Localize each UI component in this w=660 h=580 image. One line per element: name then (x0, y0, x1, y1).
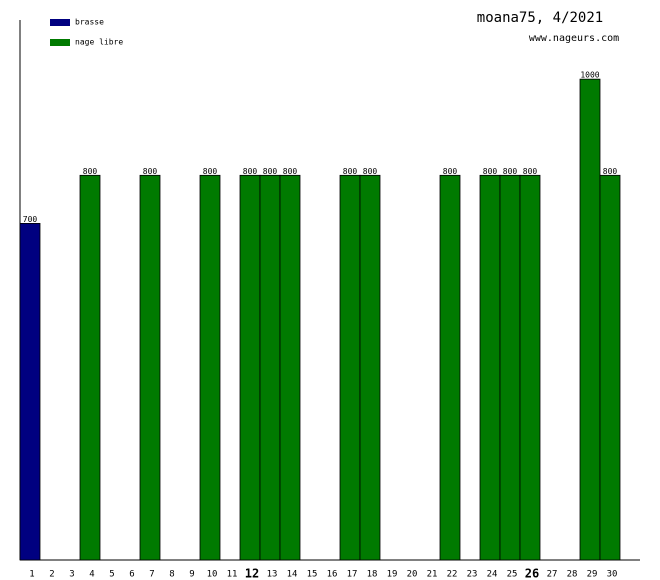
x-tick-label: 25 (507, 570, 518, 580)
value-label: 1000 (580, 71, 599, 80)
value-label: 800 (283, 167, 298, 176)
x-tick-label: 17 (347, 570, 358, 580)
x-tick-label: 15 (307, 570, 318, 580)
legend-swatch (50, 39, 70, 46)
bar (279, 174, 301, 561)
x-tick-label: 1 (29, 570, 34, 580)
value-label: 800 (503, 167, 518, 176)
x-tick-label: 24 (487, 570, 498, 580)
bar (579, 78, 601, 561)
bar (199, 174, 221, 561)
value-label: 800 (263, 167, 278, 176)
value-label: 800 (483, 167, 498, 176)
bar (359, 174, 381, 561)
x-tick-label: 29 (587, 570, 598, 580)
bar (79, 174, 101, 561)
x-tick-label: 18 (367, 570, 378, 580)
x-tick-label: 11 (227, 570, 238, 580)
legend-swatch (50, 19, 70, 26)
x-tick-label: 19 (387, 570, 398, 580)
value-label: 800 (143, 167, 158, 176)
value-label: 700 (23, 215, 38, 224)
legend-label: brasse (75, 18, 104, 27)
x-tick-label: 30 (607, 570, 618, 580)
x-tick-label: 5 (109, 570, 114, 580)
x-tick-label: 21 (427, 570, 438, 580)
x-tick-label: 6 (129, 570, 134, 580)
x-tick-label: 13 (267, 570, 278, 580)
bar (339, 174, 361, 561)
value-label: 800 (523, 167, 538, 176)
x-tick-label: 22 (447, 570, 458, 580)
bar (439, 174, 461, 561)
value-label: 800 (363, 167, 378, 176)
x-tick-label: 28 (567, 570, 578, 580)
bar (139, 174, 161, 561)
x-tick-label: 23 (467, 570, 478, 580)
bar (599, 174, 621, 561)
x-tick-label: 2 (49, 570, 54, 580)
chart-title: moana75, 4/2021 (477, 10, 603, 26)
value-label: 800 (603, 167, 618, 176)
value-label: 800 (83, 167, 98, 176)
x-tick-label: 20 (407, 570, 418, 580)
bar (479, 174, 501, 561)
value-label: 800 (343, 167, 358, 176)
x-tick-label: 12 (245, 567, 259, 580)
x-tick-label: 27 (547, 570, 558, 580)
legend-label: nage libre (75, 38, 123, 47)
bar (259, 174, 281, 561)
x-tick-label: 10 (207, 570, 218, 580)
chart-subtitle: www.nageurs.com (529, 33, 619, 44)
value-label: 800 (243, 167, 258, 176)
x-tick-label: 14 (287, 570, 298, 580)
x-tick-label: 4 (89, 570, 94, 580)
bar (239, 174, 261, 561)
bar (19, 223, 41, 561)
value-label: 800 (443, 167, 458, 176)
x-tick-label: 16 (327, 570, 338, 580)
x-tick-label: 7 (149, 570, 154, 580)
x-tick-label: 9 (189, 570, 194, 580)
x-tick-label: 3 (69, 570, 74, 580)
x-tick-label: 8 (169, 570, 174, 580)
value-label: 800 (203, 167, 218, 176)
x-tick-label: 26 (525, 567, 539, 580)
bar (499, 174, 521, 561)
bar (519, 174, 541, 561)
